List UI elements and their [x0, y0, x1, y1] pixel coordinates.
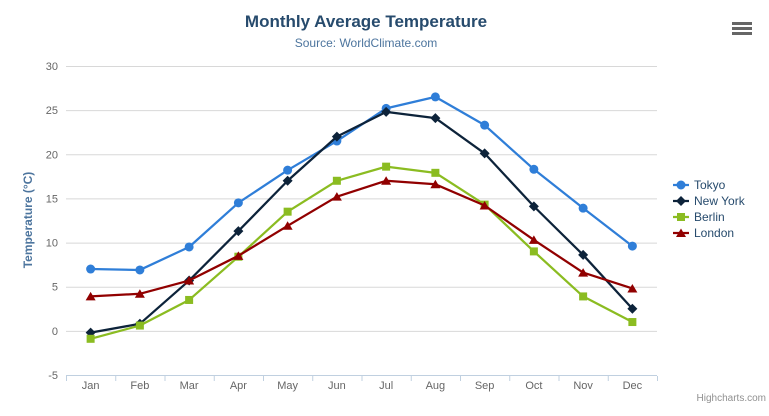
legend-item-new-york[interactable]: New York: [673, 193, 745, 209]
data-point-marker-berlin[interactable]: [628, 318, 637, 327]
y-axis-label: -5: [48, 370, 58, 382]
data-point-marker-new-york[interactable]: [578, 249, 589, 260]
series-line-tokyo[interactable]: [89, 95, 634, 272]
data-point-marker-london[interactable]: [233, 251, 244, 260]
data-point-marker-new-york[interactable]: [430, 113, 441, 124]
series-line-berlin[interactable]: [89, 165, 634, 340]
data-point-marker-berlin[interactable]: [431, 168, 440, 177]
series-tokyo: [86, 92, 637, 275]
series-line-new-york[interactable]: [89, 110, 634, 334]
series-new-york: [85, 106, 638, 338]
hamburger-icon: [732, 26, 752, 30]
export-menu-button[interactable]: [729, 18, 755, 38]
data-point-marker-berlin[interactable]: [283, 207, 292, 216]
x-axis-label: Apr: [230, 380, 247, 392]
data-point-marker-london[interactable]: [430, 179, 441, 189]
data-point-marker-berlin[interactable]: [382, 162, 391, 171]
data-point-marker-tokyo[interactable]: [184, 242, 194, 252]
data-point-marker-berlin[interactable]: [332, 176, 341, 185]
data-point-marker-tokyo[interactable]: [529, 164, 539, 174]
y-axis-title: Temperature (°C): [21, 171, 35, 269]
data-point-marker-berlin[interactable]: [185, 295, 194, 304]
legend-label-tokyo: Tokyo: [694, 178, 726, 192]
data-point-marker-london[interactable]: [134, 289, 145, 298]
y-axis-label: 5: [52, 282, 58, 294]
data-point-marker-london[interactable]: [282, 221, 293, 230]
y-axis-label: 0: [52, 326, 58, 338]
data-point-marker-new-york-legend[interactable]: [676, 196, 686, 206]
data-point-marker-london[interactable]: [578, 268, 589, 277]
data-point-marker-london[interactable]: [184, 276, 195, 285]
x-axis-label: Feb: [130, 380, 149, 392]
series-line-london[interactable]: [89, 179, 634, 298]
data-point-marker-new-york[interactable]: [331, 131, 342, 142]
y-axis-label: 30: [46, 61, 58, 73]
data-point-marker-london[interactable]: [381, 176, 392, 185]
x-axis-label: Jul: [379, 380, 393, 392]
data-point-marker-tokyo[interactable]: [430, 92, 440, 102]
data-point-marker-new-york[interactable]: [627, 303, 638, 314]
data-point-marker-london[interactable]: [331, 192, 342, 201]
data-point-marker-new-york[interactable]: [381, 106, 392, 117]
y-axis-label: 20: [46, 149, 58, 161]
x-axis-label: Sep: [475, 380, 495, 392]
highcharts-credit-link[interactable]: Highcharts.com: [696, 393, 766, 404]
legend: Tokyo New York Berlin London: [673, 177, 745, 241]
x-axis-label: Nov: [573, 380, 593, 392]
data-point-marker-new-york[interactable]: [233, 226, 244, 237]
data-point-marker-london-legend[interactable]: [676, 228, 686, 238]
diamond-marker-icon: [673, 196, 689, 206]
chart-subtitle: Source: WorldClimate.com: [294, 36, 438, 50]
legend-label-london: London: [694, 226, 735, 240]
data-point-marker-tokyo[interactable]: [233, 198, 243, 208]
y-axis-label: 15: [46, 193, 58, 205]
hamburger-icon: [732, 21, 752, 25]
y-axis-label: 25: [46, 105, 58, 117]
legend-item-london[interactable]: London: [673, 225, 745, 241]
hamburger-icon: [732, 31, 752, 35]
x-axis-label: May: [277, 380, 298, 392]
data-point-marker-tokyo[interactable]: [135, 265, 145, 275]
data-point-marker-new-york[interactable]: [528, 201, 539, 212]
circle-marker-icon: [673, 180, 689, 190]
data-point-marker-tokyo[interactable]: [578, 203, 588, 213]
legend-item-tokyo[interactable]: Tokyo: [673, 177, 745, 193]
data-point-marker-berlin[interactable]: [579, 292, 588, 301]
data-point-marker-london[interactable]: [528, 235, 539, 244]
data-point-marker-berlin-legend[interactable]: [677, 213, 685, 221]
legend-item-berlin[interactable]: Berlin: [673, 209, 745, 225]
legend-label-new-york: New York: [694, 194, 745, 208]
square-marker-icon: [673, 213, 689, 221]
x-axis-label: Mar: [180, 380, 199, 392]
legend-label-berlin: Berlin: [694, 210, 725, 224]
data-point-marker-london[interactable]: [479, 200, 490, 210]
data-point-marker-tokyo[interactable]: [627, 241, 637, 251]
x-axis-label: Jun: [328, 380, 346, 392]
y-axis-label: 10: [46, 238, 58, 250]
x-axis-label: Aug: [426, 380, 446, 392]
data-point-marker-london[interactable]: [85, 291, 96, 301]
data-point-marker-tokyo[interactable]: [283, 165, 293, 175]
data-point-marker-berlin[interactable]: [86, 334, 95, 343]
data-point-marker-berlin[interactable]: [529, 247, 538, 256]
data-point-marker-tokyo[interactable]: [480, 120, 490, 130]
data-point-marker-tokyo[interactable]: [86, 264, 96, 274]
triangle-marker-icon: [673, 228, 689, 238]
data-point-marker-new-york[interactable]: [282, 175, 293, 186]
data-point-marker-new-york[interactable]: [479, 148, 490, 159]
x-axis-label: Jan: [82, 380, 100, 392]
series-london: [85, 176, 638, 301]
x-axis-label: Oct: [525, 380, 542, 392]
x-axis-label: Dec: [623, 380, 643, 392]
data-point-marker-berlin[interactable]: [135, 321, 144, 330]
data-point-marker-tokyo-legend[interactable]: [676, 180, 686, 190]
chart-title: Monthly Average Temperature: [244, 12, 488, 31]
data-point-marker-london[interactable]: [627, 283, 638, 293]
